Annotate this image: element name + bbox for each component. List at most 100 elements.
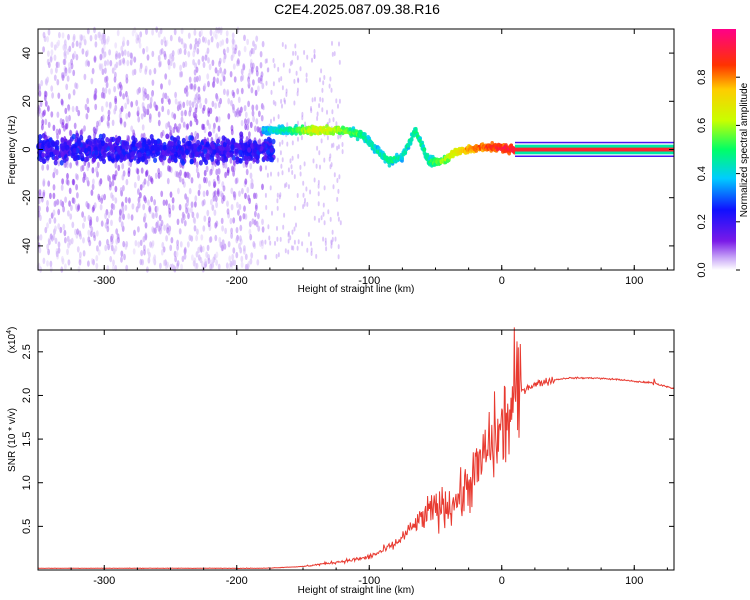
noise-mark [52, 124, 56, 131]
noise-mark [44, 100, 48, 107]
noise-mark [193, 46, 197, 53]
noise-mark [67, 33, 70, 41]
band-mark [123, 140, 128, 146]
noise-mark [142, 236, 146, 243]
noise-mark [221, 225, 225, 232]
noise-mark [101, 87, 105, 94]
noise-mark [89, 35, 93, 42]
noise-mark [43, 109, 46, 116]
snr-panel: -300 -200 -100 0 100 0.5 1.0 1.5 2.0 2.5 Height … [6, 327, 675, 596]
band-mark [263, 154, 268, 161]
noise-mark [231, 253, 235, 261]
noise-mark [129, 52, 133, 59]
noise-mark [38, 90, 42, 97]
noise-mark [232, 91, 236, 99]
noise-mark [66, 75, 70, 82]
noise-mark [168, 53, 172, 61]
noise-mark [302, 204, 305, 210]
noise-mark [165, 235, 169, 242]
noise-mark [125, 241, 129, 248]
noise-mark [278, 77, 281, 83]
noise-mark [75, 40, 79, 47]
noise-mark [232, 217, 236, 224]
noise-mark [161, 241, 165, 249]
band-mark [84, 147, 89, 154]
band-mark [180, 158, 184, 164]
noise-mark [161, 105, 165, 113]
noise-mark [341, 149, 344, 155]
noise-mark [64, 43, 68, 51]
noise-mark [303, 201, 306, 207]
ridge-mark [355, 136, 360, 142]
noise-mark [176, 260, 180, 267]
noise-mark [186, 241, 190, 248]
band-mark [212, 149, 217, 155]
noise-mark [247, 194, 251, 201]
ridge-mark [409, 137, 414, 142]
noise-mark [57, 160, 61, 167]
noise-mark [244, 192, 247, 200]
noise-mark [75, 184, 78, 191]
noise-mark [80, 34, 84, 41]
noise-mark [96, 161, 100, 169]
noise-mark [142, 132, 146, 139]
noise-mark [197, 172, 200, 179]
noise-mark [117, 164, 121, 172]
noise-mark [294, 205, 297, 211]
noise-mark [160, 131, 164, 139]
noise-mark [66, 172, 69, 180]
noise-mark [182, 121, 186, 128]
x-tick-label: -200 [226, 575, 248, 587]
noise-mark [83, 125, 86, 132]
noise-mark [282, 62, 285, 68]
noise-mark [165, 39, 169, 46]
noise-mark [330, 87, 333, 93]
noise-mark [264, 192, 267, 198]
noise-mark [314, 96, 316, 102]
noise-mark [47, 61, 51, 69]
noise-mark [162, 199, 166, 206]
noise-mark [206, 47, 210, 54]
noise-mark [97, 193, 101, 200]
noise-mark [276, 192, 279, 198]
noise-mark [126, 59, 130, 67]
noise-mark [208, 236, 212, 244]
y-tick-label: 2.5 [21, 344, 33, 359]
band-mark [167, 157, 172, 164]
noise-mark [120, 221, 124, 228]
noise-mark [316, 111, 319, 117]
noise-mark [114, 185, 118, 193]
noise-mark [94, 88, 98, 95]
noise-mark [122, 240, 126, 248]
noise-mark [285, 88, 288, 94]
noise-mark [86, 28, 90, 35]
noise-mark [250, 87, 254, 94]
noise-mark [53, 44, 57, 51]
noise-mark [305, 186, 308, 192]
band-mark [188, 135, 193, 141]
noise-mark [125, 178, 129, 186]
noise-mark [276, 198, 279, 204]
y-tick-label: -40 [21, 238, 33, 254]
noise-mark [202, 199, 206, 206]
y-tick-label: 1.5 [21, 431, 33, 446]
noise-mark [131, 203, 135, 210]
noise-mark [156, 205, 159, 213]
noise-mark [274, 101, 277, 107]
noise-mark [232, 63, 236, 70]
y-tick-label: 40 [21, 47, 33, 59]
band-mark [105, 137, 110, 143]
noise-mark [121, 163, 125, 170]
noise-mark [229, 157, 233, 164]
noise-mark [287, 238, 290, 244]
noise-mark [243, 34, 246, 41]
noise-mark [151, 79, 155, 86]
noise-mark [120, 105, 124, 113]
noise-mark [207, 80, 210, 88]
noise-mark [337, 188, 340, 194]
noise-mark [236, 201, 239, 209]
noise-mark [104, 76, 107, 83]
band-mark [193, 143, 198, 150]
noise-mark [111, 67, 115, 74]
noise-mark [233, 194, 237, 201]
